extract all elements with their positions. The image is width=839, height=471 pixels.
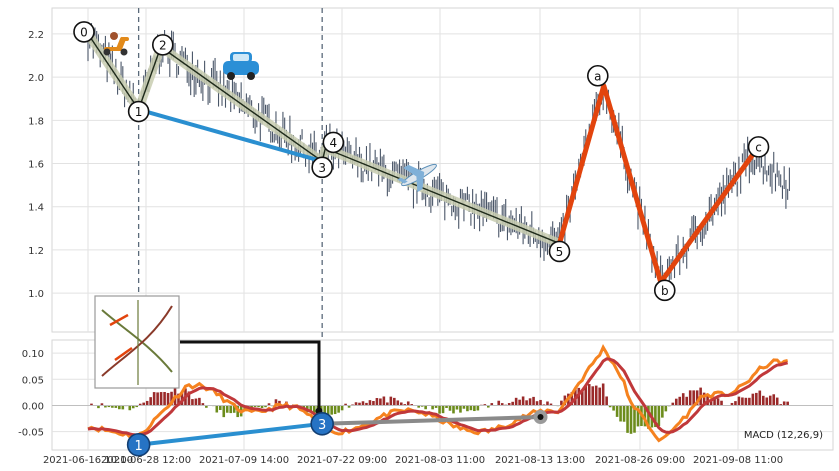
y-tick-label: 1.0 (28, 289, 44, 300)
wave-label-circle (322, 131, 345, 154)
wave-label: 5 (556, 245, 564, 259)
x-tick-label: 2021-07-22 09:00 (297, 455, 387, 466)
wave-label: 2 (159, 38, 167, 52)
plane-wing (403, 164, 425, 193)
thumbnail-curve (101, 305, 173, 377)
y-tick-label: -0.05 (18, 428, 44, 439)
wave-label-circle (548, 240, 571, 263)
macd-panel: 0.10 0.05 0.00 -0.05 1 3 MACD (12,26,9) (18, 295, 834, 457)
y-tick-label: 0.05 (22, 375, 44, 386)
airplane-icon (397, 163, 437, 193)
macd-signal-line (87, 357, 789, 437)
macd-wave-label: 3 (318, 418, 326, 433)
wave-label: 3 (318, 161, 326, 175)
car-wheel (227, 72, 235, 80)
thumbnail-image (94, 295, 180, 389)
y-tick-label: 1.2 (28, 246, 44, 257)
y-tick-label: 1.6 (28, 160, 44, 171)
wave-label-circle (587, 64, 609, 87)
wave-label-circle (653, 279, 676, 302)
macd-wave-marker (310, 412, 334, 436)
wave-label-circle (73, 21, 95, 43)
car-window (233, 54, 249, 61)
x-tick-label: 2021-08-03 11:00 (395, 455, 485, 466)
car-icon (223, 52, 259, 80)
x-tick-label: 2021-09-08 11:00 (693, 455, 783, 466)
wave-label-circle (747, 136, 770, 158)
plane-tail (397, 177, 408, 184)
y-tick-label: 2.0 (28, 73, 44, 84)
x-tick-label: 2021-07-09 14:00 (199, 455, 289, 466)
y-tick-label: 0.10 (22, 349, 44, 360)
wave-label: b (661, 284, 669, 298)
thumbnail-curve (101, 309, 173, 373)
scooter-wheel (120, 48, 128, 56)
scooter-icon (103, 32, 129, 56)
wave-1-3-trendline (138, 107, 323, 164)
impulse-wave-line (87, 33, 560, 245)
wave-label-circle (151, 34, 174, 56)
thumbnail-frame (94, 295, 180, 389)
wave-label: a (594, 69, 601, 83)
macd-projection-line (322, 415, 541, 426)
projection-end-dot (537, 414, 544, 420)
y-tick-label: 1.8 (28, 116, 44, 127)
scooter-wheel (103, 48, 111, 56)
wave-label: 4 (330, 136, 338, 150)
y-tick-label: 1.4 (28, 203, 44, 214)
car-wheel (247, 72, 255, 80)
macd-wave-marker (126, 432, 151, 457)
scooter-body (104, 37, 129, 51)
wave-label-circle (311, 156, 333, 179)
x-tick-label: 2021-06-28 12:00 (101, 455, 191, 466)
y-tick-label: 0.00 (22, 401, 44, 412)
connector-line (180, 340, 321, 412)
macd-trendline (138, 421, 323, 447)
wave-label-circle (127, 100, 150, 123)
wave-label: c (755, 140, 762, 154)
scooter-rider (110, 32, 118, 40)
wave-label: 1 (135, 105, 143, 119)
car-body (223, 61, 259, 75)
x-tick-label: 2021-08-13 13:00 (495, 455, 585, 466)
x-tick-label: 2021-08-26 09:00 (595, 455, 685, 466)
wave-label: 0 (80, 25, 88, 39)
y-tick-label: 2.2 (28, 30, 44, 41)
x-tick-label: 2021-06-16 10:00 (43, 455, 133, 466)
corrective-wave-line (557, 83, 755, 285)
thumbnail-mark (109, 313, 133, 362)
macd-label: MACD (12,26,9) (744, 430, 823, 441)
macd-wave-label: 1 (134, 439, 142, 454)
